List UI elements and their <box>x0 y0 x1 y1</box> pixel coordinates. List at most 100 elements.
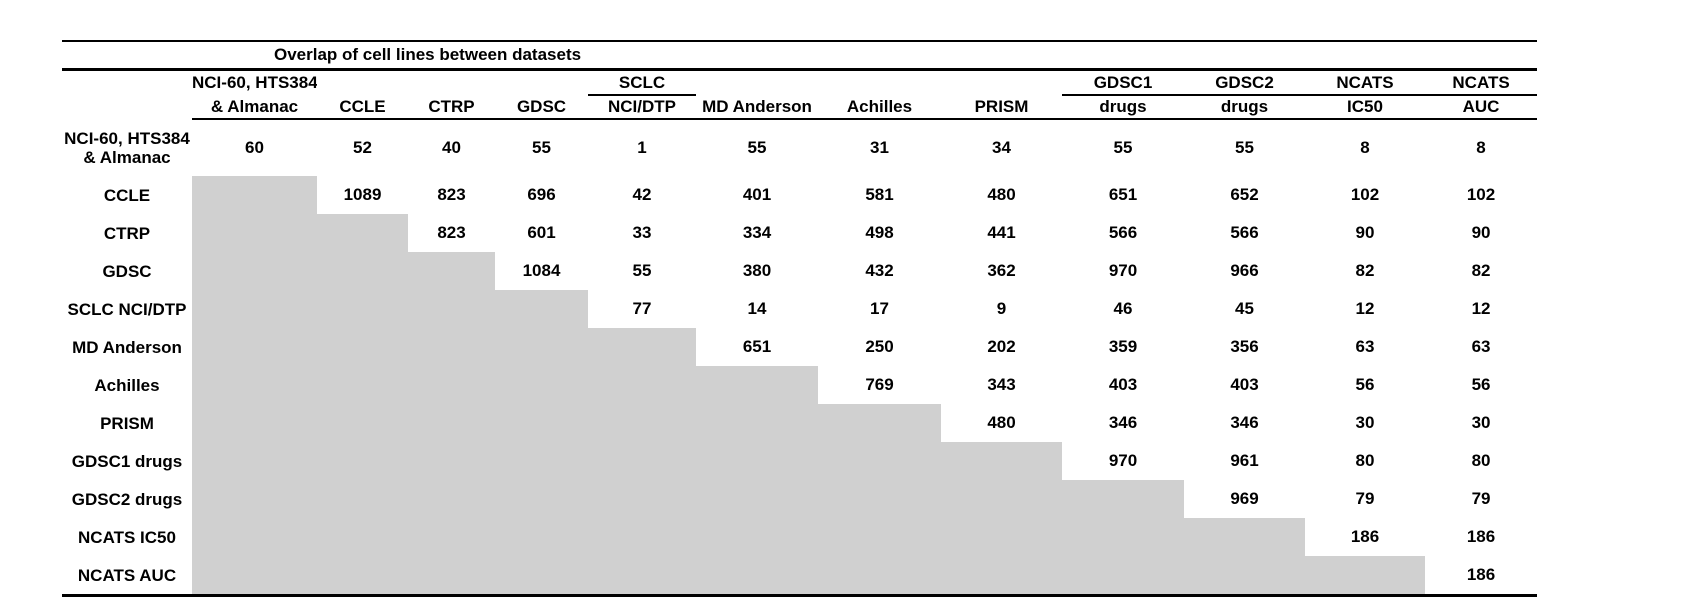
value-cell: 566 <box>1108 223 1138 242</box>
value-cell: 651 <box>1108 185 1138 204</box>
value-cell: 969 <box>1230 489 1259 508</box>
row-label-line: PRISM <box>100 413 154 433</box>
header-corner-cell <box>62 95 192 119</box>
value-cell: 79 <box>1471 489 1491 508</box>
shaded-cell <box>192 252 317 290</box>
column-header-line1 <box>408 70 495 96</box>
value-cell: 480 <box>987 185 1016 204</box>
value-cell: 403 <box>1230 375 1259 394</box>
value-cell: 401 <box>742 185 772 204</box>
value-cell: 202 <box>987 337 1016 356</box>
value-cell: 17 <box>870 299 889 318</box>
shaded-cell <box>696 442 818 480</box>
shaded-cell <box>192 518 317 556</box>
value-cell: 186 <box>1350 527 1380 546</box>
row-label: NCI-60, HTS384 & Almanac <box>62 119 192 176</box>
value-cell: 55 <box>747 138 767 157</box>
row-label-line: GDSC1 drugs <box>71 451 183 471</box>
shaded-cell <box>408 480 495 518</box>
shaded-cell <box>192 214 317 252</box>
value-cell: 334 <box>742 223 772 242</box>
row-label: CCLE <box>62 176 192 214</box>
value-cell: 82 <box>1355 261 1375 280</box>
row-label: GDSC1 drugs <box>62 442 192 480</box>
column-header-line1 <box>317 70 408 96</box>
shaded-cell <box>588 366 696 404</box>
row-label-line: MD Anderson <box>72 337 182 357</box>
column-header-line1 <box>818 70 941 96</box>
value-cell: 40 <box>442 138 461 157</box>
value-cell: 250 <box>865 337 894 356</box>
value-cell: 186 <box>1425 556 1538 597</box>
value-cell: 12 <box>1355 299 1375 318</box>
shaded-cell <box>941 480 1062 518</box>
column-header-line2: IC50 <box>1305 95 1425 120</box>
row-label-line: GDSC <box>102 261 152 281</box>
row-label: GDSC2 drugs <box>62 480 192 518</box>
shaded-cell <box>408 366 495 404</box>
value-cell: 696 <box>527 185 556 204</box>
shaded-cell <box>317 290 408 328</box>
shaded-cell <box>696 518 818 556</box>
shaded-cell <box>408 442 495 480</box>
table-title-row: Overlap of cell lines between datasets <box>62 40 1538 71</box>
value-cell: 30 <box>1471 413 1491 432</box>
value-cell: 45 <box>1235 299 1254 318</box>
shaded-cell <box>1062 480 1184 518</box>
row-label-line: SCLC NCI/DTP <box>67 299 187 319</box>
shaded-cell <box>941 556 1062 597</box>
shaded-cell <box>495 518 588 556</box>
value-cell: 82 <box>1471 261 1491 280</box>
shaded-cell <box>818 442 941 480</box>
shaded-cell <box>192 290 317 328</box>
value-cell: 432 <box>865 261 894 280</box>
row-label: NCATS AUC <box>62 556 192 597</box>
shaded-cell <box>408 518 495 556</box>
column-header-line1: NCI-60, HTS384 <box>192 73 317 92</box>
column-header-line1: GDSC1 <box>1062 69 1184 96</box>
shaded-cell <box>317 214 408 252</box>
shaded-cell <box>317 518 408 556</box>
shaded-cell <box>192 328 317 366</box>
shaded-cell <box>317 404 408 442</box>
shaded-cell <box>1184 518 1305 556</box>
shaded-cell <box>317 252 408 290</box>
table-row: GDSC 1084 55 380 432 362 970 966 82 82 <box>62 252 1537 290</box>
column-header-line2: NCI/DTP <box>588 95 696 120</box>
header-corner-cell <box>62 70 192 96</box>
value-cell: 8 <box>1476 138 1486 157</box>
shaded-cell <box>1184 556 1305 597</box>
value-cell: 42 <box>632 185 652 204</box>
shaded-cell <box>588 442 696 480</box>
value-cell: 970 <box>1108 451 1138 470</box>
value-cell: 359 <box>1108 337 1138 356</box>
table-row: Achilles 769 343 403 403 56 56 <box>62 366 1537 404</box>
table-row: SCLC NCI/DTP 77 14 17 9 46 45 12 12 <box>62 290 1537 328</box>
value-cell: 55 <box>1235 138 1254 157</box>
shaded-cell <box>495 290 588 328</box>
value-cell: 823 <box>437 185 466 204</box>
column-header-line1: NCATS <box>1305 69 1425 96</box>
table-row: NCI-60, HTS384 & Almanac 60 52 40 55 1 55 31 34 55… <box>62 119 1537 176</box>
shaded-cell <box>495 328 588 366</box>
column-header-line1 <box>696 70 818 96</box>
row-label-line: & Almanac <box>83 147 171 167</box>
value-cell: 652 <box>1230 185 1259 204</box>
shaded-cell <box>317 556 408 597</box>
table-title: Overlap of cell lines between datasets <box>274 45 582 64</box>
row-label: PRISM <box>62 404 192 442</box>
column-header-line2: AUC <box>1425 95 1538 120</box>
shaded-cell <box>192 480 317 518</box>
value-cell: 31 <box>870 138 889 157</box>
table-row: CCLE 1089 823 696 42 401 581 480 651 652 102 102 <box>62 176 1537 214</box>
shaded-cell <box>192 366 317 404</box>
shaded-cell <box>941 518 1062 556</box>
row-label: CTRP <box>62 214 192 252</box>
shaded-cell <box>1062 556 1184 597</box>
shaded-cell <box>408 404 495 442</box>
table-row: NCATS AUC 186 <box>62 556 1538 597</box>
value-cell: 581 <box>865 185 894 204</box>
value-cell: 441 <box>987 223 1016 242</box>
shaded-cell <box>192 442 317 480</box>
